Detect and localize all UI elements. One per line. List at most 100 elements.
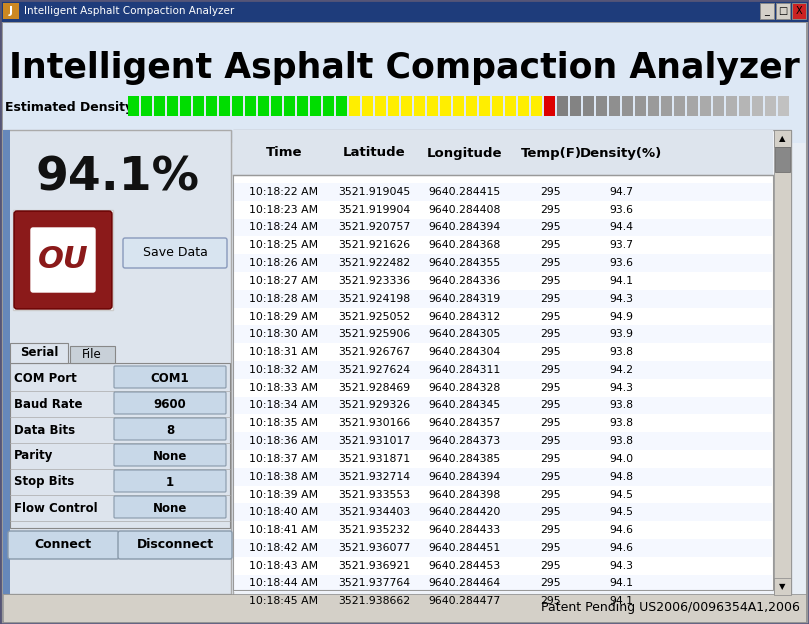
Text: 295: 295 xyxy=(540,223,561,233)
Text: Patent Pending US2006/0096354A1,2006: Patent Pending US2006/0096354A1,2006 xyxy=(541,602,800,615)
Text: Baud Rate: Baud Rate xyxy=(14,397,83,411)
Bar xyxy=(233,130,791,595)
Bar xyxy=(531,96,542,116)
Text: 10:18:22 AM: 10:18:22 AM xyxy=(249,187,319,197)
Text: Parity: Parity xyxy=(14,449,53,462)
Text: 3521.936077: 3521.936077 xyxy=(338,543,410,553)
Bar xyxy=(3,3,19,19)
FancyBboxPatch shape xyxy=(31,228,95,292)
Text: 295: 295 xyxy=(540,472,561,482)
Bar xyxy=(234,432,772,450)
Text: 93.6: 93.6 xyxy=(609,205,633,215)
Text: 295: 295 xyxy=(540,436,561,446)
Text: 9640.284477: 9640.284477 xyxy=(429,597,501,607)
FancyBboxPatch shape xyxy=(114,418,226,440)
Text: 3521.937764: 3521.937764 xyxy=(338,578,410,588)
Bar xyxy=(234,183,772,201)
Text: 3521.925906: 3521.925906 xyxy=(338,329,410,339)
Bar xyxy=(778,96,789,116)
Text: 9640.284357: 9640.284357 xyxy=(429,418,501,428)
Text: Stop Bits: Stop Bits xyxy=(14,475,74,489)
Text: Temp(F): Temp(F) xyxy=(520,147,582,160)
FancyBboxPatch shape xyxy=(114,444,226,466)
Text: 94.9: 94.9 xyxy=(609,311,633,321)
Text: None: None xyxy=(153,449,187,462)
Text: 10:18:38 AM: 10:18:38 AM xyxy=(249,472,319,482)
Text: 295: 295 xyxy=(540,561,561,571)
FancyBboxPatch shape xyxy=(114,392,226,414)
Text: 3521.932714: 3521.932714 xyxy=(338,472,410,482)
Bar xyxy=(297,96,308,116)
Text: 9640.284408: 9640.284408 xyxy=(429,205,502,215)
Bar xyxy=(234,325,772,343)
Text: 295: 295 xyxy=(540,383,561,392)
Text: 9640.284368: 9640.284368 xyxy=(429,240,501,250)
Text: Data Bits: Data Bits xyxy=(14,424,75,437)
Text: X: X xyxy=(796,6,803,16)
Bar xyxy=(233,130,773,175)
Text: 9640.284433: 9640.284433 xyxy=(429,525,501,535)
Text: COM Port: COM Port xyxy=(14,371,77,384)
Text: 10:18:24 AM: 10:18:24 AM xyxy=(249,223,319,233)
Text: 9640.284394: 9640.284394 xyxy=(429,472,501,482)
Text: 9640.284451: 9640.284451 xyxy=(429,543,501,553)
Bar xyxy=(453,96,464,116)
Text: OU: OU xyxy=(38,245,88,275)
Bar xyxy=(154,96,165,116)
Bar xyxy=(713,96,724,116)
Text: Save Data: Save Data xyxy=(142,246,207,260)
Bar xyxy=(752,96,763,116)
Bar xyxy=(141,96,152,116)
FancyBboxPatch shape xyxy=(114,366,226,388)
Text: 93.8: 93.8 xyxy=(609,401,633,411)
Text: Estimated Density: Estimated Density xyxy=(5,102,133,114)
FancyBboxPatch shape xyxy=(14,211,112,309)
Text: 94.1: 94.1 xyxy=(609,276,633,286)
Text: 295: 295 xyxy=(540,454,561,464)
Text: 295: 295 xyxy=(540,525,561,535)
Text: 3521.935232: 3521.935232 xyxy=(338,525,410,535)
Text: 93.8: 93.8 xyxy=(609,347,633,357)
Bar xyxy=(792,3,806,19)
Text: 9640.284415: 9640.284415 xyxy=(429,187,501,197)
Text: Disconnect: Disconnect xyxy=(137,539,214,552)
Text: 9640.284373: 9640.284373 xyxy=(429,436,501,446)
FancyBboxPatch shape xyxy=(114,470,226,492)
Bar xyxy=(3,594,806,622)
Bar xyxy=(3,130,231,594)
Bar xyxy=(3,23,806,143)
Bar xyxy=(622,96,633,116)
Text: 9640.284336: 9640.284336 xyxy=(429,276,501,286)
Bar xyxy=(234,218,772,236)
Text: 295: 295 xyxy=(540,240,561,250)
Text: 9640.284305: 9640.284305 xyxy=(429,329,502,339)
Text: 295: 295 xyxy=(540,187,561,197)
Text: 10:18:28 AM: 10:18:28 AM xyxy=(249,294,319,304)
Text: _: _ xyxy=(765,6,769,16)
Text: 94.4: 94.4 xyxy=(609,223,633,233)
Text: 10:18:30 AM: 10:18:30 AM xyxy=(249,329,319,339)
Bar xyxy=(271,96,282,116)
Text: Flow Control: Flow Control xyxy=(14,502,98,515)
Bar xyxy=(234,290,772,308)
Text: 93.8: 93.8 xyxy=(609,436,633,446)
Text: Serial: Serial xyxy=(19,346,58,359)
Bar xyxy=(544,96,555,116)
Text: 1: 1 xyxy=(166,475,174,489)
Text: 9640.284319: 9640.284319 xyxy=(429,294,501,304)
Bar xyxy=(765,96,776,116)
Text: File: File xyxy=(83,348,102,361)
Text: 94.3: 94.3 xyxy=(609,561,633,571)
Text: 9640.284453: 9640.284453 xyxy=(429,561,501,571)
Text: 9600: 9600 xyxy=(154,397,186,411)
Text: 10:18:45 AM: 10:18:45 AM xyxy=(249,597,319,607)
Text: 93.9: 93.9 xyxy=(609,329,633,339)
Text: 94.1: 94.1 xyxy=(609,597,633,607)
Bar xyxy=(700,96,711,116)
Text: 295: 295 xyxy=(540,329,561,339)
Text: 94.8: 94.8 xyxy=(609,472,633,482)
Text: COM1: COM1 xyxy=(150,371,189,384)
Bar xyxy=(776,3,790,19)
Text: 3521.934403: 3521.934403 xyxy=(338,507,410,517)
Text: 10:18:31 AM: 10:18:31 AM xyxy=(249,347,319,357)
